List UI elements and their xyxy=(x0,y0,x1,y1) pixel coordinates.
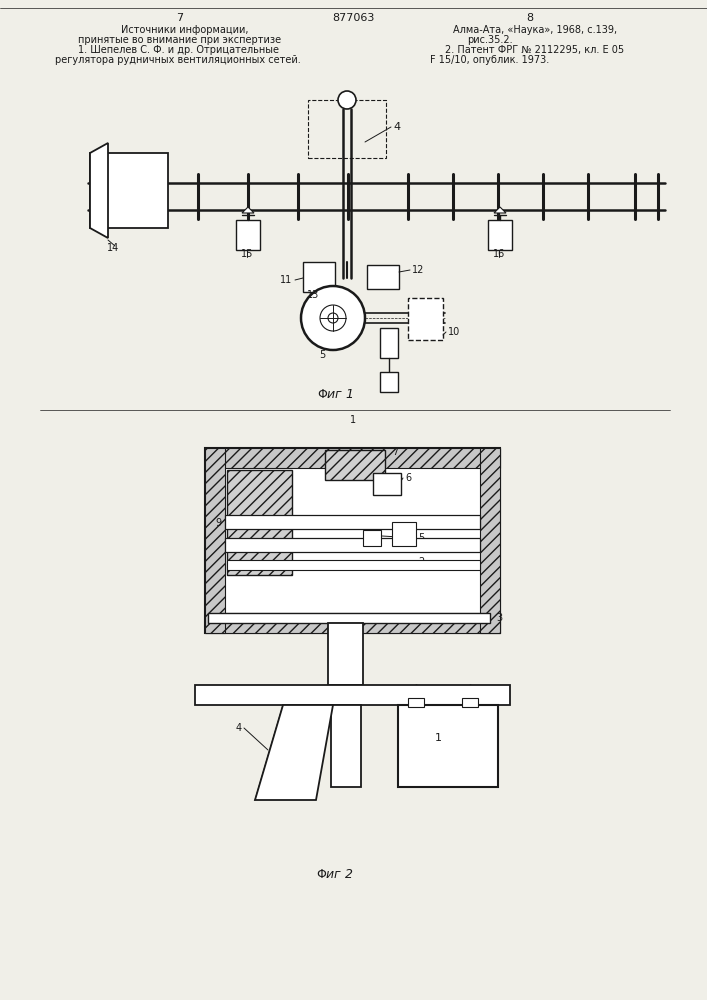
Text: 5: 5 xyxy=(418,533,424,543)
Text: 8: 8 xyxy=(527,13,534,23)
Text: принятые во внимание при экспертизе: принятые во внимание при экспертизе xyxy=(78,35,281,45)
Text: рис.35.2.: рис.35.2. xyxy=(467,35,513,45)
Polygon shape xyxy=(494,207,506,213)
Bar xyxy=(208,613,490,623)
Polygon shape xyxy=(90,143,108,238)
Bar xyxy=(328,623,363,685)
Text: 4: 4 xyxy=(393,122,400,132)
Bar xyxy=(227,560,480,570)
Bar xyxy=(380,328,398,358)
Text: 4: 4 xyxy=(236,723,242,733)
Text: регулятора рудничных вентиляционных сетей.: регулятора рудничных вентиляционных сете… xyxy=(55,55,301,65)
Circle shape xyxy=(301,286,365,350)
Text: 11: 11 xyxy=(280,275,292,285)
Text: 8: 8 xyxy=(420,521,426,531)
Text: Алма-Ата, «Наука», 1968, с.139,: Алма-Ата, «Наука», 1968, с.139, xyxy=(453,25,617,35)
Text: 7: 7 xyxy=(177,13,184,23)
Text: 877063: 877063 xyxy=(332,13,374,23)
Text: 1: 1 xyxy=(350,415,356,425)
Bar xyxy=(195,685,510,705)
Bar xyxy=(398,705,498,787)
Bar xyxy=(205,613,500,633)
Text: 10: 10 xyxy=(448,327,460,337)
Polygon shape xyxy=(242,207,254,213)
Bar xyxy=(303,262,335,292)
Bar xyxy=(480,448,500,633)
Bar xyxy=(380,372,398,392)
Text: 7: 7 xyxy=(392,447,398,457)
Text: 16: 16 xyxy=(493,249,505,259)
Text: 9: 9 xyxy=(215,518,221,528)
Text: 2. Патент ФРГ № 2112295, кл. Е 05: 2. Патент ФРГ № 2112295, кл. Е 05 xyxy=(445,45,624,55)
Bar xyxy=(363,530,381,546)
Circle shape xyxy=(320,305,346,331)
Bar xyxy=(225,515,480,529)
Text: $\Phi$иг 2: $\Phi$иг 2 xyxy=(316,868,354,882)
Bar xyxy=(488,220,512,250)
Bar xyxy=(373,473,401,495)
Bar xyxy=(308,100,386,158)
Bar xyxy=(392,522,416,546)
Circle shape xyxy=(338,91,356,109)
Bar xyxy=(225,538,480,552)
Bar xyxy=(367,265,399,289)
Text: 14: 14 xyxy=(107,243,119,253)
Bar xyxy=(236,220,260,250)
Text: 1. Шепелев С. Ф. и др. Отрицательные: 1. Шепелев С. Ф. и др. Отрицательные xyxy=(78,45,279,55)
Text: 12: 12 xyxy=(412,265,424,275)
Polygon shape xyxy=(255,705,333,800)
Text: 15: 15 xyxy=(241,249,253,259)
Text: Источники информации,: Источники информации, xyxy=(121,25,249,35)
Bar xyxy=(408,698,424,707)
Bar xyxy=(227,470,292,575)
Bar xyxy=(90,153,168,228)
Bar xyxy=(205,448,500,633)
Bar xyxy=(205,448,500,468)
Text: 3: 3 xyxy=(496,613,502,623)
Circle shape xyxy=(328,313,338,323)
Text: 2: 2 xyxy=(418,557,424,567)
Text: F 15/10, опублик. 1973.: F 15/10, опублик. 1973. xyxy=(431,55,549,65)
Bar xyxy=(325,450,385,480)
Bar xyxy=(205,448,225,633)
Text: 1: 1 xyxy=(435,733,442,743)
Text: 13: 13 xyxy=(307,290,319,300)
Bar xyxy=(462,698,478,707)
Bar xyxy=(408,298,443,340)
Text: 6: 6 xyxy=(405,473,411,483)
Bar xyxy=(331,705,361,787)
Text: 5: 5 xyxy=(319,350,325,360)
Text: $\Phi$иг 1: $\Phi$иг 1 xyxy=(317,388,354,401)
